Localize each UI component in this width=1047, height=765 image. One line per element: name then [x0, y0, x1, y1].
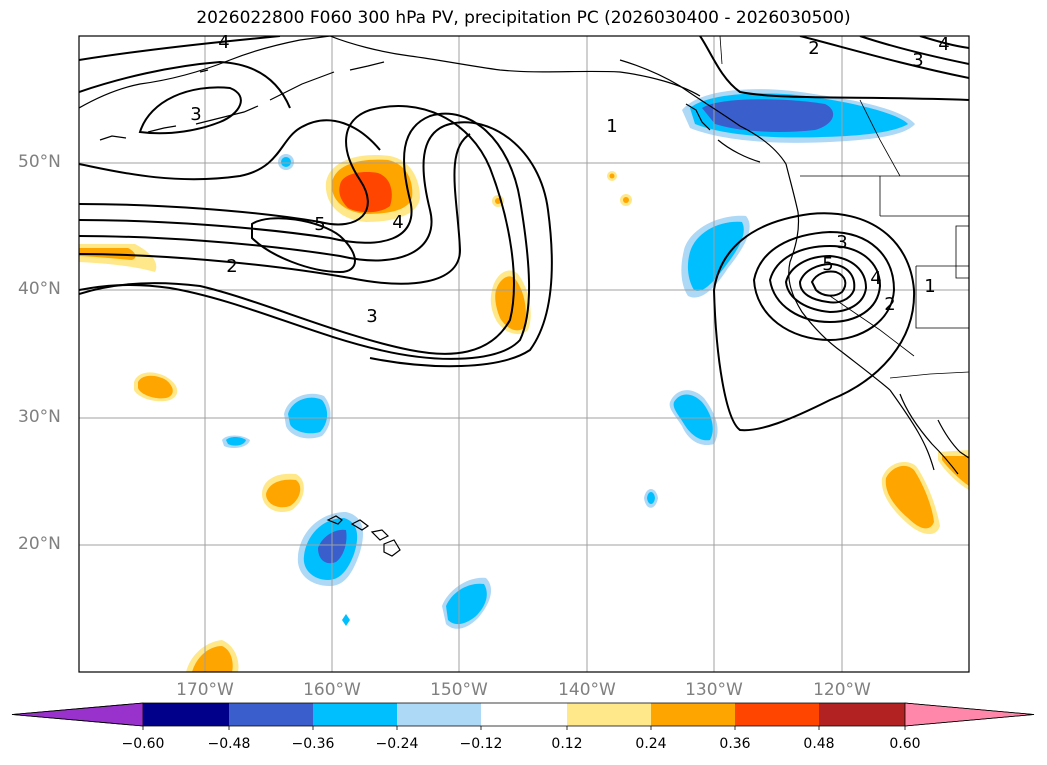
pv-contour-4-ne: [919, 36, 969, 49]
lat-label-20n: 20°N: [18, 534, 61, 554]
coastlines: [79, 36, 969, 557]
colorbar-swatch: [229, 703, 313, 726]
pv-contour-3-wave: [79, 60, 291, 109]
pv-contours: [79, 36, 969, 432]
colorbar-tick-label: −0.12: [459, 736, 503, 752]
pv-contour-2-cutoff: [752, 230, 896, 342]
contour-label: 3: [366, 306, 377, 327]
contour-label: 4: [392, 212, 403, 233]
contour-label: 2: [808, 38, 819, 59]
pv-contour-trough-b: [79, 112, 531, 360]
pv-contour-trough-c: [79, 121, 553, 368]
contour-label: 4: [938, 34, 949, 55]
pv-contour-6-cutoff: [810, 270, 847, 297]
colorbar-tick-label: 0.48: [803, 736, 835, 752]
colorbar-tick-label: 0.12: [551, 736, 583, 752]
colorbar-swatch: [567, 703, 651, 726]
lon-label-140w: 140°W: [558, 680, 616, 700]
colorbar-swatch: [735, 703, 819, 726]
pv-contour-3-ne: [859, 36, 969, 65]
map-frame: [78, 35, 970, 673]
colorbar-tick-label: −0.48: [207, 736, 251, 752]
colorbar-extend-max: [904, 702, 1035, 727]
colorbar-tick-label: −0.60: [121, 736, 165, 752]
pv-contour-1-north: [699, 36, 969, 101]
lat-label-40n: 40°N: [18, 279, 61, 299]
map-gridlines: [79, 36, 969, 672]
pv-contour-2-ne: [799, 36, 969, 79]
contour-label: 2: [884, 294, 895, 315]
borders: [719, 36, 969, 379]
map-title: 2026022800 F060 300 hPa PV, precipitatio…: [196, 8, 851, 28]
contour-labels: 4 2 3 4 3 1 5 4 2 3 3 5 4 2 1: [190, 32, 949, 327]
colorbar-tick-label: 0.24: [635, 736, 667, 752]
contour-label: 3: [912, 50, 923, 71]
colorbar-tick-label: −0.24: [375, 736, 419, 752]
lon-label-170w: 170°W: [176, 680, 234, 700]
lat-label-50n: 50°N: [18, 152, 61, 172]
pv-contour-trough-d: [79, 133, 471, 285]
colorbar-swatch: [313, 703, 397, 726]
lon-label-120w: 120°W: [813, 680, 871, 700]
contour-label: 2: [226, 256, 237, 277]
lat-label-30n: 30°N: [18, 407, 61, 427]
contour-label: 5: [822, 254, 833, 275]
colorbar-swatch: [651, 703, 735, 726]
colorbar: [11, 702, 1035, 730]
colorbar-swatch: [481, 703, 567, 726]
contour-label: 1: [606, 116, 617, 137]
lon-label-150w: 150°W: [430, 680, 488, 700]
contour-label: 4: [218, 32, 229, 53]
contour-label: 4: [870, 268, 881, 289]
colorbar-tick-label: 0.60: [889, 736, 921, 752]
colorbar-tick-label: −0.36: [291, 736, 335, 752]
pv-contour-2-trough: [79, 119, 381, 181]
precip-anomaly-shading: [79, 89, 969, 672]
colorbar-tick-label: 0.36: [719, 736, 751, 752]
pv-contour-4-alaska: [79, 36, 281, 61]
pv-contour-trough-a: [79, 105, 515, 355]
contour-label: 3: [836, 232, 847, 253]
pv-contour-1-cutoff: [712, 212, 916, 432]
pv-contour-5-cutoff: [798, 262, 856, 304]
pv-contour-3-alaska: [138, 86, 242, 135]
colorbar-extend-min: [11, 702, 144, 727]
colorbar-swatch: [143, 703, 229, 726]
colorbar-swatch: [397, 703, 481, 726]
pv-contour-5-closed: [251, 217, 356, 274]
contour-label: 1: [924, 276, 935, 297]
pv-contour-3-cutoff: [768, 244, 882, 324]
lon-label-130w: 130°W: [685, 680, 743, 700]
colorbar-swatch: [819, 703, 905, 726]
lon-label-160w: 160°W: [303, 680, 361, 700]
pv-contour-4-cutoff: [784, 254, 868, 314]
contour-label: 3: [190, 104, 201, 125]
contour-label: 5: [314, 214, 325, 235]
